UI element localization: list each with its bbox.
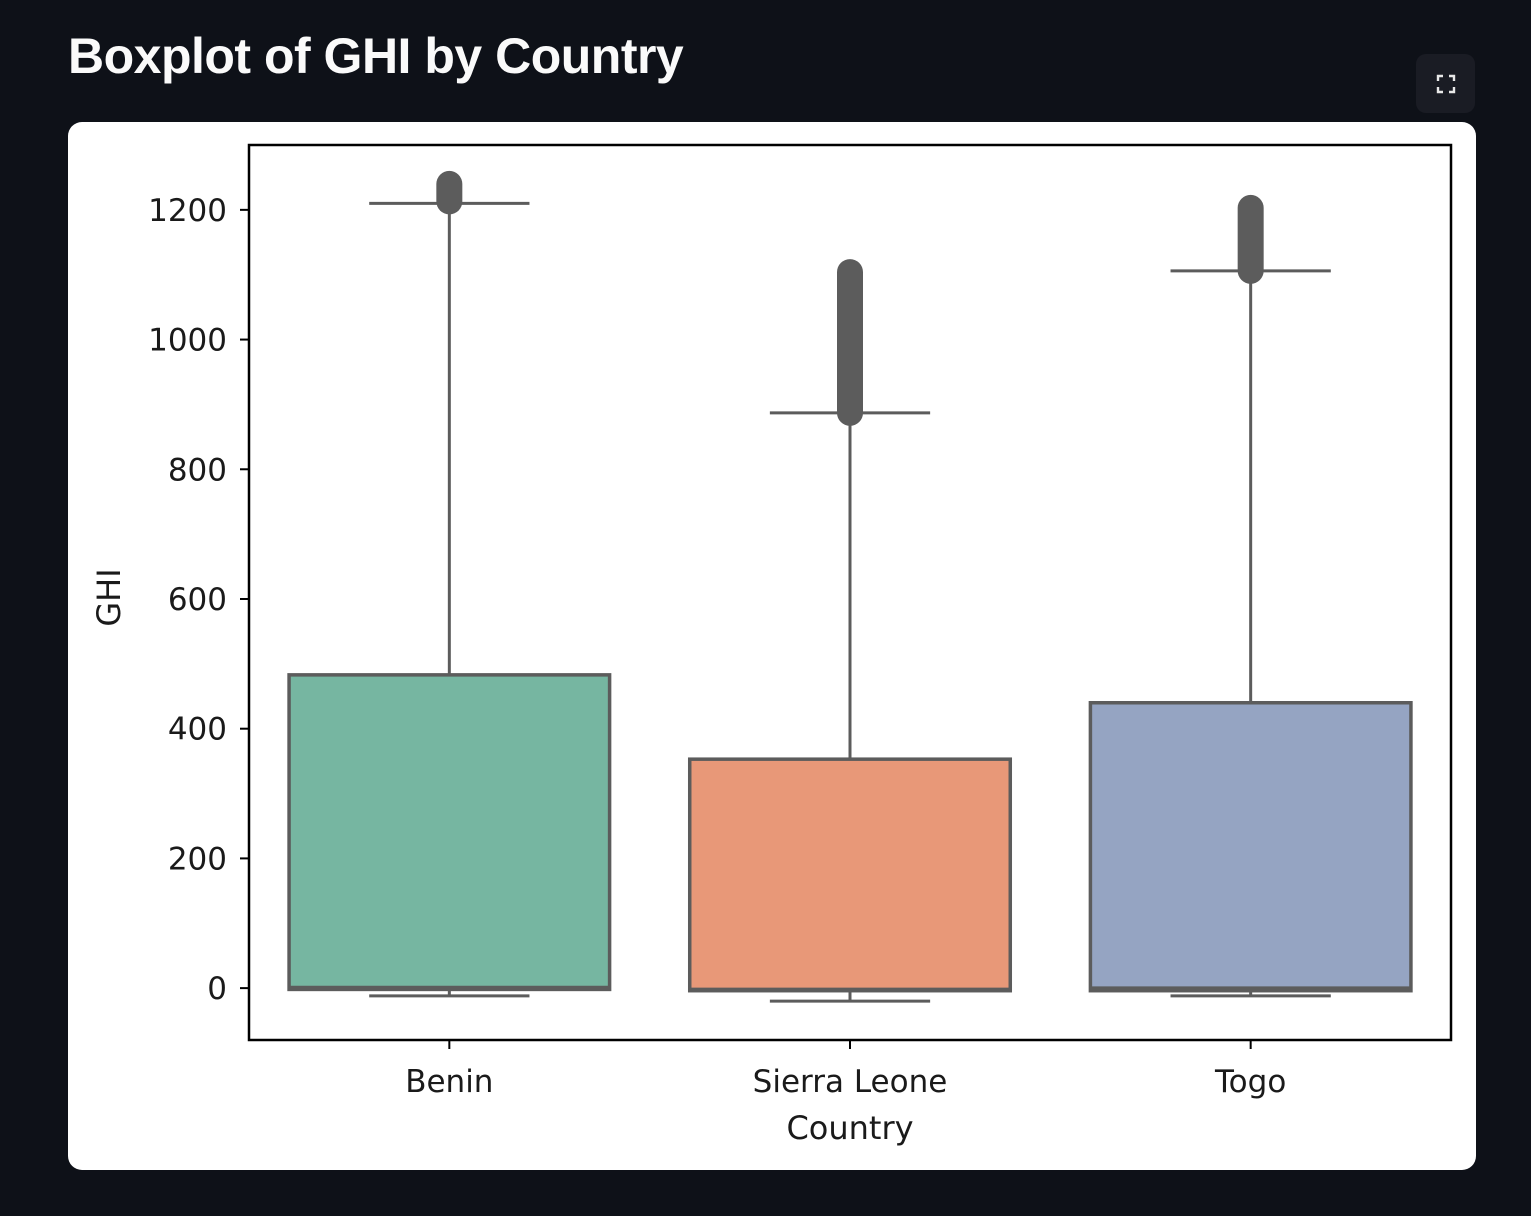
y-axis-label: GHI bbox=[90, 568, 128, 626]
y-tick-label: 600 bbox=[168, 582, 227, 618]
y-tick-label: 0 bbox=[207, 971, 227, 1007]
y-tick-label: 200 bbox=[168, 841, 227, 877]
boxplot-chart: 0 200 400 600 800 1000 1200 Benin Sierra Leone To… bbox=[90, 143, 1453, 1147]
x-tick-label: Benin bbox=[405, 1064, 493, 1100]
y-tick-label: 800 bbox=[168, 452, 227, 488]
chart-card: 0 200 400 600 800 1000 1200 Benin Sierra Leone To… bbox=[68, 122, 1476, 1170]
y-tick-label: 1000 bbox=[148, 323, 227, 359]
y-tick-label: 400 bbox=[168, 712, 227, 748]
box-benin bbox=[287, 673, 612, 992]
x-tick-label: Sierra Leone bbox=[753, 1064, 948, 1100]
box-togo bbox=[1088, 701, 1413, 993]
box-sierra-leone bbox=[687, 757, 1013, 993]
x-axis-label: Country bbox=[786, 1109, 913, 1147]
y-tick-label: 1200 bbox=[148, 193, 227, 229]
fullscreen-button[interactable] bbox=[1416, 54, 1475, 113]
fullscreen-icon bbox=[1436, 74, 1455, 93]
page-title: Boxplot of GHI by Country bbox=[68, 28, 684, 84]
x-tick-label: Togo bbox=[1214, 1064, 1286, 1100]
